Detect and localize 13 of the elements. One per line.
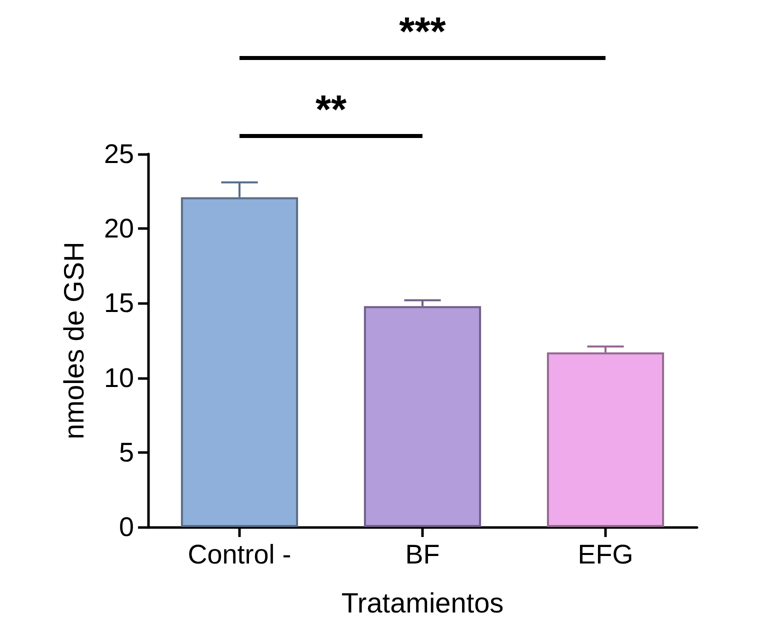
y-tick-label: 0 (118, 512, 134, 542)
y-tick-label: 10 (104, 362, 134, 393)
x-axis-title: Tratamientos (341, 588, 504, 618)
x-tick-label: BF (405, 540, 440, 570)
y-tick-label: 20 (104, 214, 134, 244)
x-tick-label: Control - (188, 540, 292, 570)
y-tick-label: 5 (118, 437, 134, 468)
y-tick-label: 25 (104, 139, 134, 169)
y-axis-title: nmoles de GSH (58, 242, 90, 440)
text: *** (399, 10, 446, 54)
y-tick-label: 15 (104, 288, 134, 318)
x-tick-label: EFG (578, 540, 634, 570)
text: ** (315, 88, 347, 132)
